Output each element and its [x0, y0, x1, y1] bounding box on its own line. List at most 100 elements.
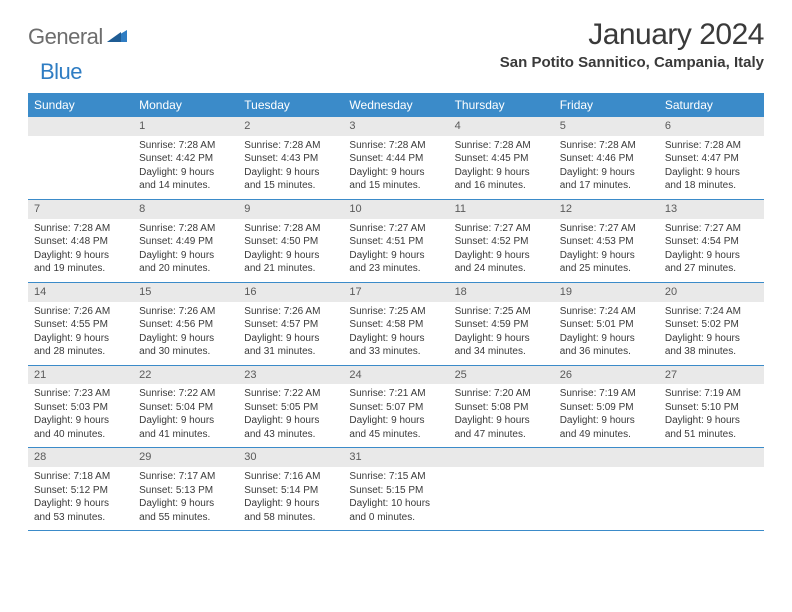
sunrise-text: Sunrise: 7:27 AM	[560, 222, 653, 236]
day-cell: 7Sunrise: 7:28 AMSunset: 4:48 PMDaylight…	[28, 200, 133, 282]
sunrise-text: Sunrise: 7:16 AM	[244, 470, 337, 484]
weekday-header-row: Sunday Monday Tuesday Wednesday Thursday…	[28, 93, 764, 117]
day-body: Sunrise: 7:26 AMSunset: 4:56 PMDaylight:…	[133, 302, 238, 365]
daylight-line1: Daylight: 9 hours	[139, 166, 232, 180]
sunrise-text: Sunrise: 7:26 AM	[244, 305, 337, 319]
sunset-text: Sunset: 4:58 PM	[349, 318, 442, 332]
daylight-line2: and 47 minutes.	[455, 428, 548, 442]
sunset-text: Sunset: 4:48 PM	[34, 235, 127, 249]
sunrise-text: Sunrise: 7:28 AM	[139, 222, 232, 236]
day-number: 19	[554, 283, 659, 302]
daylight-line2: and 31 minutes.	[244, 345, 337, 359]
daylight-line1: Daylight: 9 hours	[34, 332, 127, 346]
day-cell: 26Sunrise: 7:19 AMSunset: 5:09 PMDayligh…	[554, 366, 659, 448]
daylight-line1: Daylight: 9 hours	[244, 332, 337, 346]
day-cell: 23Sunrise: 7:22 AMSunset: 5:05 PMDayligh…	[238, 366, 343, 448]
sunset-text: Sunset: 4:56 PM	[139, 318, 232, 332]
sunset-text: Sunset: 4:47 PM	[665, 152, 758, 166]
sunset-text: Sunset: 5:14 PM	[244, 484, 337, 498]
day-cell: 1Sunrise: 7:28 AMSunset: 4:42 PMDaylight…	[133, 117, 238, 199]
sunset-text: Sunset: 5:13 PM	[139, 484, 232, 498]
day-cell: 28Sunrise: 7:18 AMSunset: 5:12 PMDayligh…	[28, 448, 133, 530]
sunset-text: Sunset: 4:46 PM	[560, 152, 653, 166]
day-body	[554, 467, 659, 476]
day-cell: 16 Sunrise: 7:26 AMSunset: 4:57 PMDayligh…	[238, 283, 343, 365]
daylight-line2: and 43 minutes.	[244, 428, 337, 442]
sunrise-text: Sunrise: 7:18 AM	[34, 470, 127, 484]
day-body: Sunrise: 7:28 AMSunset: 4:49 PMDaylight:…	[133, 219, 238, 282]
sunrise-text: Sunrise: 7:28 AM	[34, 222, 127, 236]
day-cell: 20Sunrise: 7:24 AMSunset: 5:02 PMDayligh…	[659, 283, 764, 365]
day-body: Sunrise: 7:27 AMSunset: 4:53 PMDaylight:…	[554, 219, 659, 282]
sunset-text: Sunset: 5:01 PM	[560, 318, 653, 332]
weekday-header: Sunday	[28, 93, 133, 117]
day-body: Sunrise: 7:27 AMSunset: 4:52 PMDaylight:…	[449, 219, 554, 282]
day-body: Sunrise: 7:26 AMSunset: 4:55 PMDaylight:…	[28, 302, 133, 365]
day-cell: 19Sunrise: 7:24 AMSunset: 5:01 PMDayligh…	[554, 283, 659, 365]
sunrise-text: Sunrise: 7:15 AM	[349, 470, 442, 484]
day-body: Sunrise: 7:23 AMSunset: 5:03 PMDaylight:…	[28, 384, 133, 447]
day-number: 22	[133, 366, 238, 385]
sunset-text: Sunset: 4:57 PM	[244, 318, 337, 332]
day-cell: 6Sunrise: 7:28 AMSunset: 4:47 PMDaylight…	[659, 117, 764, 199]
day-body: Sunrise: 7:28 AMSunset: 4:47 PMDaylight:…	[659, 136, 764, 199]
daylight-line1: Daylight: 9 hours	[455, 414, 548, 428]
sunrise-text: Sunrise: 7:21 AM	[349, 387, 442, 401]
day-number: 10	[343, 200, 448, 219]
day-number: 8	[133, 200, 238, 219]
weekday-header: Thursday	[449, 93, 554, 117]
brand-part2: Blue	[40, 59, 82, 85]
day-number: 24	[343, 366, 448, 385]
daylight-line2: and 49 minutes.	[560, 428, 653, 442]
sunrise-text: Sunrise: 7:28 AM	[560, 139, 653, 153]
daylight-line2: and 23 minutes.	[349, 262, 442, 276]
day-number: 21	[28, 366, 133, 385]
day-number: 2	[238, 117, 343, 136]
daylight-line2: and 28 minutes.	[34, 345, 127, 359]
sunset-text: Sunset: 4:53 PM	[560, 235, 653, 249]
day-cell: 25Sunrise: 7:20 AMSunset: 5:08 PMDayligh…	[449, 366, 554, 448]
daylight-line1: Daylight: 9 hours	[665, 249, 758, 263]
day-number: 3	[343, 117, 448, 136]
daylight-line2: and 38 minutes.	[665, 345, 758, 359]
sunset-text: Sunset: 5:05 PM	[244, 401, 337, 415]
day-number	[449, 448, 554, 467]
sunrise-text: Sunrise: 7:22 AM	[244, 387, 337, 401]
daylight-line2: and 53 minutes.	[34, 511, 127, 525]
day-number: 16	[238, 283, 343, 302]
day-body: Sunrise: 7:28 AMSunset: 4:43 PMDaylight:…	[238, 136, 343, 199]
day-number: 12	[554, 200, 659, 219]
day-cell: 18Sunrise: 7:25 AMSunset: 4:59 PMDayligh…	[449, 283, 554, 365]
sunrise-text: Sunrise: 7:28 AM	[665, 139, 758, 153]
sunrise-text: Sunrise: 7:28 AM	[139, 139, 232, 153]
day-number: 28	[28, 448, 133, 467]
weekday-header: Saturday	[659, 93, 764, 117]
daylight-line1: Daylight: 9 hours	[34, 497, 127, 511]
daylight-line2: and 24 minutes.	[455, 262, 548, 276]
daylight-line1: Daylight: 9 hours	[560, 166, 653, 180]
week-row: 1Sunrise: 7:28 AMSunset: 4:42 PMDaylight…	[28, 117, 764, 200]
day-cell: 13Sunrise: 7:27 AMSunset: 4:54 PMDayligh…	[659, 200, 764, 282]
daylight-line1: Daylight: 9 hours	[349, 166, 442, 180]
day-body: Sunrise: 7:28 AMSunset: 4:48 PMDaylight:…	[28, 219, 133, 282]
day-number: 29	[133, 448, 238, 467]
daylight-line1: Daylight: 9 hours	[560, 332, 653, 346]
day-cell	[554, 448, 659, 530]
day-body: Sunrise: 7:27 AMSunset: 4:51 PMDaylight:…	[343, 219, 448, 282]
daylight-line1: Daylight: 9 hours	[455, 249, 548, 263]
day-body: Sunrise: 7:24 AMSunset: 5:02 PMDaylight:…	[659, 302, 764, 365]
logo-triangle-icon	[107, 26, 127, 47]
day-cell: 3Sunrise: 7:28 AMSunset: 4:44 PMDaylight…	[343, 117, 448, 199]
sunset-text: Sunset: 5:08 PM	[455, 401, 548, 415]
day-cell: 27Sunrise: 7:19 AMSunset: 5:10 PMDayligh…	[659, 366, 764, 448]
daylight-line2: and 17 minutes.	[560, 179, 653, 193]
day-body: Sunrise: 7:22 AMSunset: 5:05 PMDaylight:…	[238, 384, 343, 447]
day-number: 13	[659, 200, 764, 219]
daylight-line2: and 30 minutes.	[139, 345, 232, 359]
day-number	[659, 448, 764, 467]
sunset-text: Sunset: 5:09 PM	[560, 401, 653, 415]
day-number: 9	[238, 200, 343, 219]
sunset-text: Sunset: 4:42 PM	[139, 152, 232, 166]
weekday-header: Wednesday	[343, 93, 448, 117]
sunset-text: Sunset: 4:51 PM	[349, 235, 442, 249]
